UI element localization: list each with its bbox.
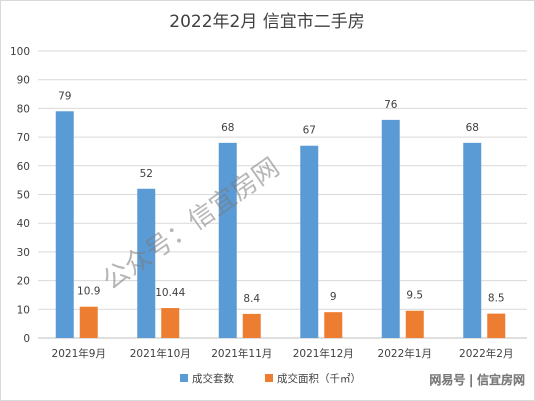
data-label: 8.4 (243, 293, 260, 305)
data-label: 79 (58, 90, 71, 102)
y-tick-label: 20 (17, 276, 30, 288)
legend: 成交套数 成交面积（千㎡） (180, 372, 361, 385)
bar-area (161, 308, 180, 338)
bar-area (487, 313, 506, 338)
y-axis-ticks: 0 10 20 30 40 50 60 70 80 90 100 (10, 46, 30, 345)
x-category-label: 2021年9月 (52, 347, 106, 360)
y-tick-label: 90 (17, 75, 30, 87)
bar-area (324, 312, 343, 338)
data-label: 9 (330, 291, 337, 303)
data-label: 68 (221, 122, 234, 134)
bar-deals (137, 188, 156, 338)
legend-swatch (265, 374, 273, 382)
chart-title: 2022年2月 信宜市二手房 (169, 12, 364, 32)
bars (55, 111, 506, 339)
data-label: 52 (140, 168, 153, 180)
data-labels: 79 10.9 52 10.44 68 8.4 67 9 76 9.5 68 8.5 (58, 90, 505, 305)
y-tick-label: 30 (17, 247, 30, 259)
bar-deals (463, 142, 482, 338)
x-category-label: 2022年2月 (459, 347, 513, 360)
x-axis-categories: 2021年9月 2021年10月 2021年11月 2021年12月 2022年1月 20… (52, 347, 514, 360)
legend-label: 成交套数 (192, 372, 234, 385)
x-category-label: 2021年10月 (130, 347, 191, 360)
bar-deals (300, 145, 319, 338)
x-category-label: 2021年12月 (293, 347, 354, 360)
bar-area (79, 306, 98, 338)
gridlines (38, 50, 527, 339)
bar-deals (381, 119, 400, 338)
y-tick-label: 70 (17, 132, 30, 144)
y-tick-label: 10 (17, 304, 30, 316)
y-tick-label: 100 (10, 46, 30, 58)
data-label: 76 (384, 99, 398, 111)
x-category-label: 2022年1月 (378, 347, 432, 360)
data-label: 9.5 (406, 290, 423, 302)
y-tick-label: 50 (17, 190, 30, 202)
data-label: 67 (303, 125, 316, 137)
y-tick-label: 80 (17, 103, 30, 115)
x-category-label: 2021年11月 (211, 347, 272, 360)
y-tick-label: 40 (17, 218, 30, 230)
data-label: 68 (466, 122, 479, 134)
data-label: 8.5 (488, 293, 505, 305)
legend-swatch (180, 374, 188, 382)
bar-area (405, 310, 424, 338)
bar-area (242, 313, 261, 338)
bar-deals (55, 111, 74, 339)
bar-deals (218, 142, 237, 338)
corner-watermark: 网易号 | 信宜房网 (429, 372, 525, 387)
y-tick-label: 60 (17, 161, 30, 173)
legend-label: 成交面积（千㎡） (277, 372, 361, 385)
data-label: 10.9 (77, 286, 100, 298)
data-label: 10.44 (155, 287, 185, 299)
y-tick-label: 0 (23, 333, 30, 345)
